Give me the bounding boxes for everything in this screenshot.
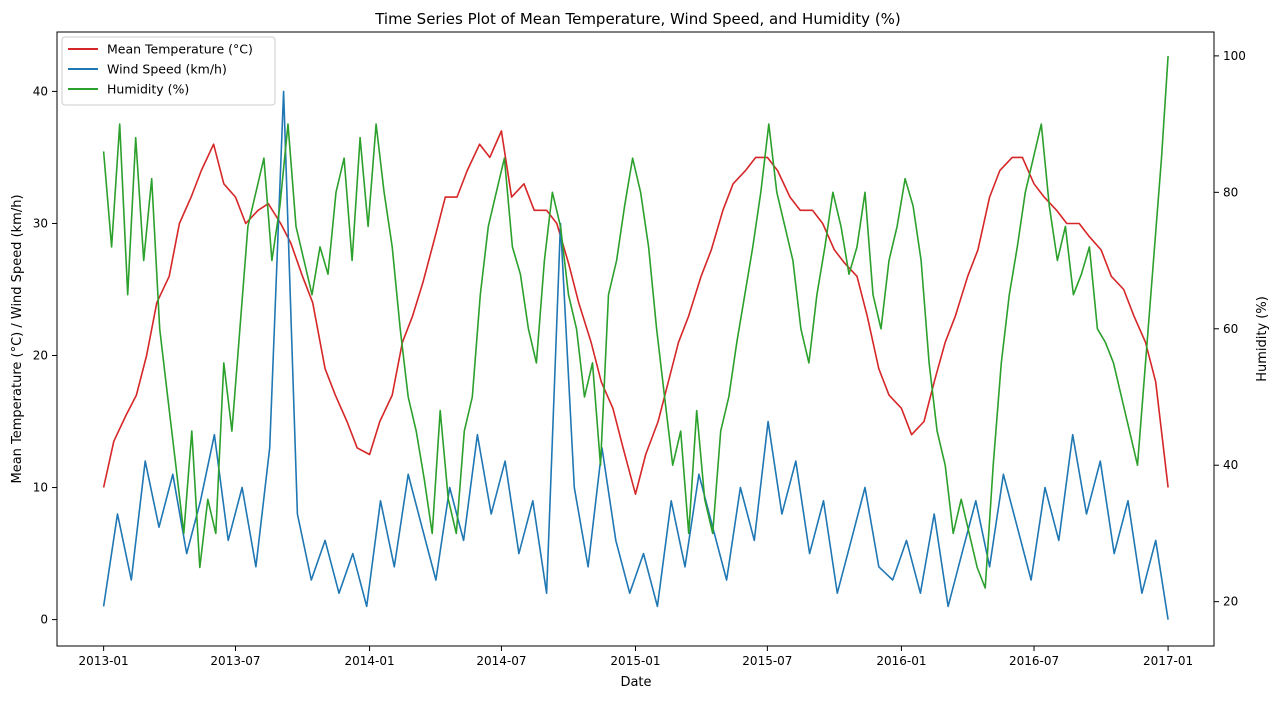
series-line-0 xyxy=(102,130,1169,496)
x-tick-label-8: 2017-01 xyxy=(1143,654,1193,668)
legend-box xyxy=(61,36,276,106)
y-right-tick-label-4: 100 xyxy=(1223,49,1246,63)
legend-label-1: Wind Speed (km/h) xyxy=(107,62,227,77)
x-tick-label-1: 2013-07 xyxy=(210,654,260,668)
x-tick-label-6: 2016-01 xyxy=(876,654,926,668)
legend-label-2: Humidity (%) xyxy=(107,82,189,97)
y-axis-left-label: Mean Temperature (°C) / Wind Speed (km/h… xyxy=(10,194,25,483)
y-left-tick-label-1: 10 xyxy=(33,481,48,495)
y-left-tick-label-2: 20 xyxy=(33,349,48,363)
x-tick-label-0: 2013-01 xyxy=(79,654,129,668)
y-right-tick-label-1: 40 xyxy=(1223,458,1238,472)
y-axis-right: 20 40 60 80 100 xyxy=(1214,49,1246,609)
x-axis: 2013-01 2013-07 2014-01 2014-07 2015-01 2015-… xyxy=(79,646,1193,668)
x-tick-label-3: 2014-07 xyxy=(476,654,526,668)
x-tick-label-2: 2014-01 xyxy=(344,654,394,668)
series-line-2 xyxy=(102,55,1169,589)
x-tick-label-5: 2015-07 xyxy=(742,654,792,668)
series-line-1 xyxy=(102,90,1169,620)
x-axis-label: Date xyxy=(620,675,651,690)
y-right-tick-label-2: 60 xyxy=(1223,322,1238,336)
y-left-tick-label-0: 0 xyxy=(40,613,48,627)
x-tick-label-7: 2016-07 xyxy=(1009,654,1059,668)
legend-label-0: Mean Temperature (°C) xyxy=(107,42,253,57)
y-right-tick-label-0: 20 xyxy=(1223,595,1238,609)
x-tick-label-4: 2015-01 xyxy=(610,654,660,668)
y-right-tick-label-3: 80 xyxy=(1223,185,1238,199)
chart-title: Time Series Plot of Mean Temperature, Wi… xyxy=(374,10,901,28)
y-axis-left: 0 10 20 30 40 xyxy=(33,84,57,627)
y-left-tick-label-3: 30 xyxy=(33,216,48,230)
y-left-tick-label-4: 40 xyxy=(33,84,48,98)
series-layer xyxy=(102,55,1169,620)
legend: Mean Temperature (°C) Wind Speed (km/h) Hu… xyxy=(61,36,276,106)
y-axis-right-label: Humidity (%) xyxy=(1255,296,1270,382)
